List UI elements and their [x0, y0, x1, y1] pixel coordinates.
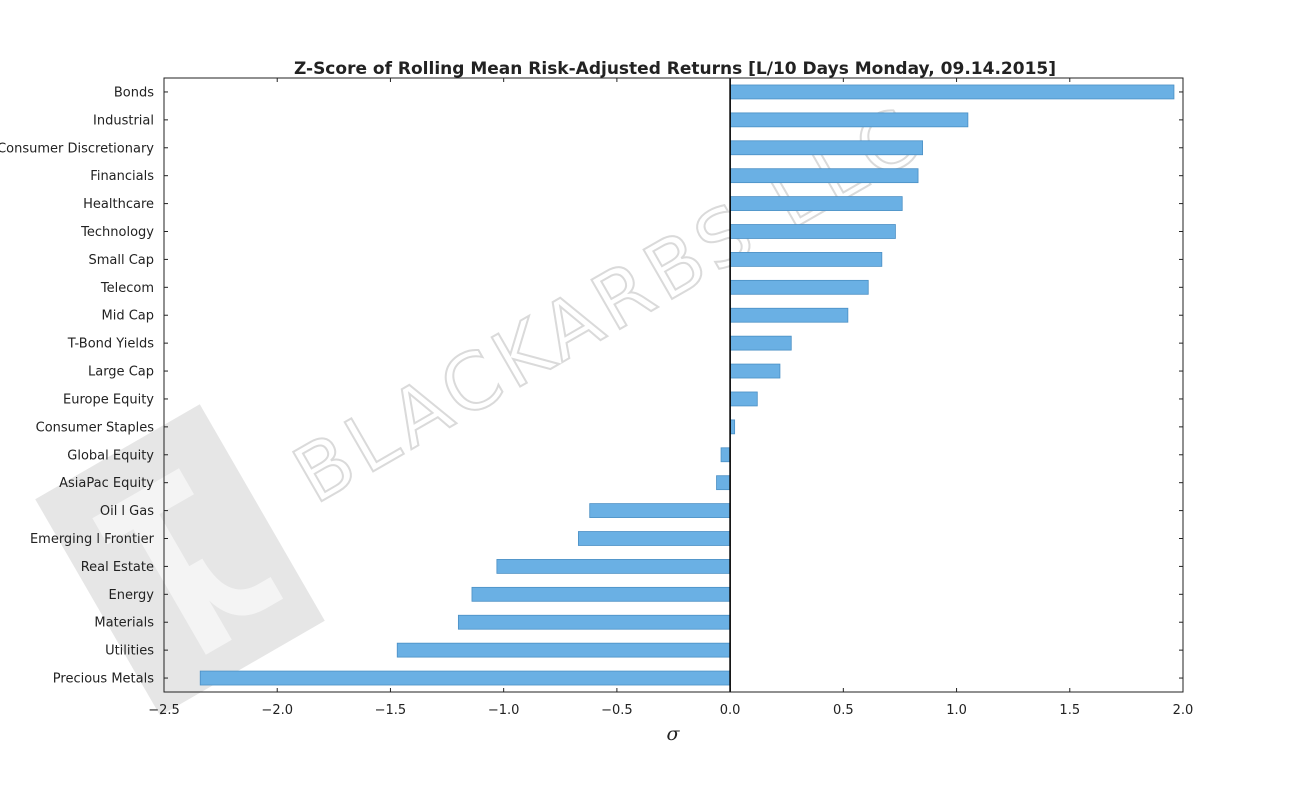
- blackarbs-logo-icon: [35, 404, 325, 716]
- bar: [729, 363, 781, 379]
- x-tick-label: −1.0: [488, 703, 520, 718]
- category-label: Healthcare: [83, 197, 154, 212]
- x-tick-label: −2.5: [148, 703, 180, 718]
- bar: [729, 84, 1175, 100]
- category-label: Bonds: [114, 85, 154, 100]
- category-label: Oil l Gas: [100, 504, 154, 519]
- x-axis-ticks: −2.5 −2.0 −1.5 −1.0 −0.5 0.0 0.5 1.0 1.5 2.0: [148, 78, 1193, 718]
- x-tick-label: 0.0: [720, 703, 741, 718]
- category-label: Precious Metals: [53, 672, 154, 687]
- bar: [589, 503, 731, 518]
- category-label: Consumer Discretionary: [0, 141, 154, 156]
- plot-frame: [163, 77, 1184, 693]
- category-label: Global Equity: [67, 448, 154, 463]
- x-tick-label: −1.5: [375, 703, 407, 718]
- bar: [577, 531, 731, 546]
- category-label: Real Estate: [81, 560, 154, 575]
- bar: [729, 224, 896, 239]
- bar: [729, 335, 792, 351]
- category-label: Mid Cap: [101, 309, 154, 324]
- bar: [729, 168, 919, 184]
- category-label: Telecom: [100, 281, 154, 296]
- category-label: Utilities: [105, 644, 154, 659]
- category-label: Industrial: [93, 113, 154, 128]
- bar: [729, 252, 883, 267]
- bars-group: [199, 84, 1175, 686]
- bar: [729, 196, 903, 211]
- x-tick-label: 1.0: [946, 703, 967, 718]
- bar: [199, 670, 731, 686]
- x-tick-label: −2.0: [261, 703, 293, 718]
- bar: [720, 447, 731, 463]
- bar: [729, 391, 758, 407]
- bar: [729, 279, 869, 295]
- category-label: Europe Equity: [63, 392, 154, 407]
- x-tick-label: 2.0: [1173, 703, 1194, 718]
- category-label: Energy: [108, 588, 154, 603]
- category-label: T-Bond Yields: [67, 337, 154, 352]
- x-tick-label: 1.5: [1059, 703, 1080, 718]
- bar: [729, 140, 923, 156]
- category-label: Financials: [90, 169, 154, 184]
- x-tick-label: 0.5: [833, 703, 854, 718]
- category-label: Materials: [94, 616, 154, 631]
- category-label: Technology: [80, 225, 154, 240]
- chart-title: Z-Score of Rolling Mean Risk-Adjusted Re…: [294, 59, 1056, 79]
- bar: [457, 614, 731, 630]
- category-label: Large Cap: [88, 365, 154, 380]
- x-tick-label: −0.5: [601, 703, 633, 718]
- bar: [471, 586, 731, 602]
- category-label: Consumer Staples: [36, 420, 155, 435]
- category-label: Emerging l Frontier: [30, 532, 155, 547]
- bar: [729, 307, 849, 323]
- category-label: Small Cap: [88, 253, 154, 268]
- category-label: AsiaPac Equity: [59, 476, 154, 491]
- category-labels: Bonds Industrial Consumer Discretionary Fin…: [0, 85, 1183, 687]
- bar: [396, 642, 731, 658]
- bar: [729, 112, 969, 128]
- bar: [496, 559, 731, 574]
- x-axis-label: σ: [667, 723, 681, 745]
- bar: [716, 475, 731, 491]
